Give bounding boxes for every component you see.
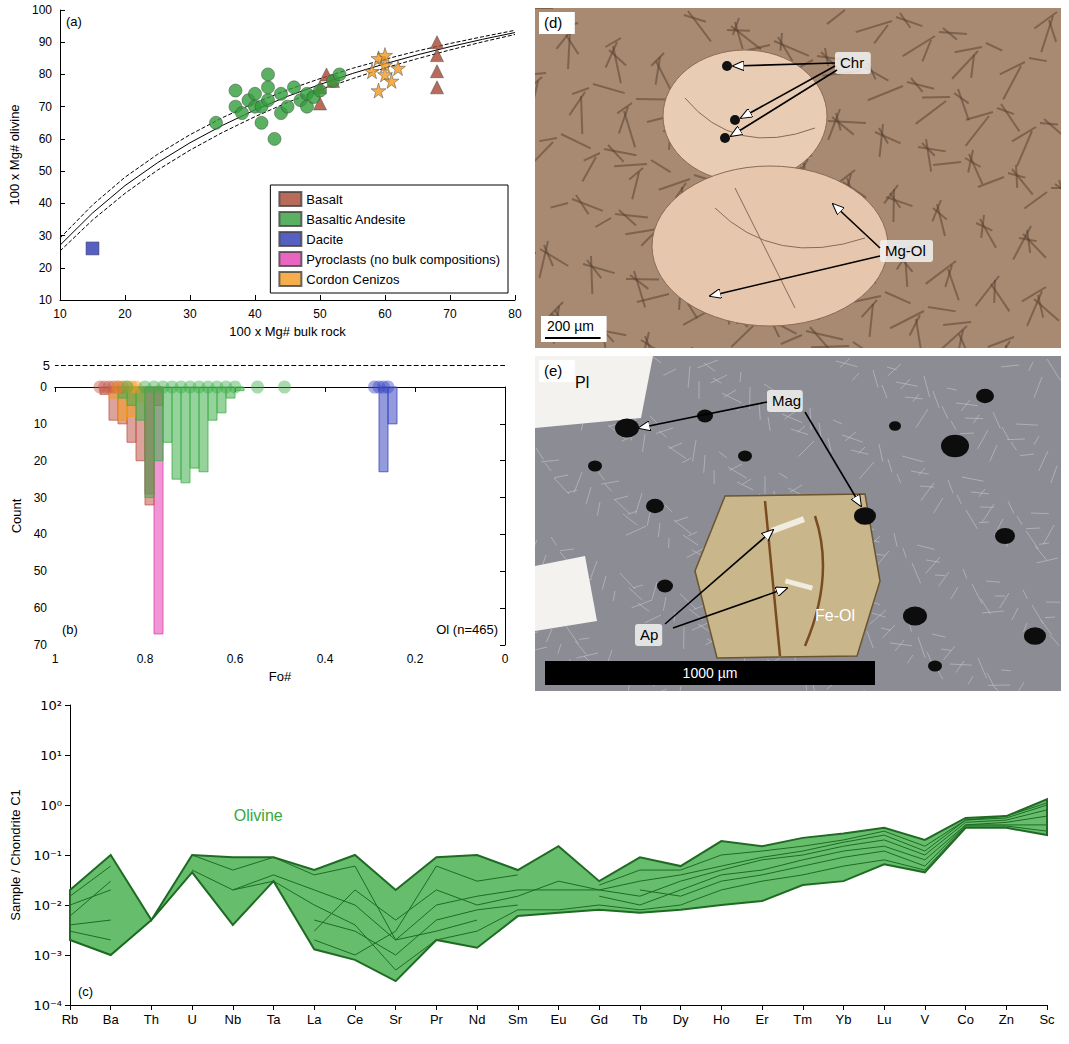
svg-text:Fo#: Fo#: [269, 669, 292, 684]
svg-text:70: 70: [34, 638, 48, 652]
svg-text:Ol (n=465): Ol (n=465): [436, 622, 498, 637]
svg-text:Sc: Sc: [1039, 1012, 1055, 1027]
svg-text:0.6: 0.6: [227, 652, 244, 666]
svg-text:Ba: Ba: [103, 1012, 120, 1027]
svg-text:Sm: Sm: [508, 1012, 528, 1027]
svg-text:0.8: 0.8: [137, 652, 154, 666]
svg-text:Count: Count: [9, 498, 24, 533]
svg-text:Th: Th: [144, 1012, 159, 1027]
svg-text:50: 50: [313, 307, 327, 321]
svg-text:Ap: Ap: [640, 626, 658, 643]
svg-text:Olivine: Olivine: [234, 807, 283, 824]
svg-text:Sample / Chondrite C1: Sample / Chondrite C1: [8, 789, 23, 921]
svg-text:80: 80: [39, 67, 53, 81]
svg-text:Eu: Eu: [551, 1012, 567, 1027]
svg-text:1000 µm: 1000 µm: [683, 665, 738, 681]
svg-text:0.2: 0.2: [407, 652, 424, 666]
svg-text:Gd: Gd: [591, 1012, 608, 1027]
svg-text:V: V: [921, 1012, 930, 1027]
svg-text:Fe-Ol: Fe-Ol: [815, 607, 855, 624]
svg-text:Tm: Tm: [793, 1012, 812, 1027]
svg-text:Rb: Rb: [62, 1012, 79, 1027]
svg-text:Co: Co: [957, 1012, 974, 1027]
svg-text:10⁰: 10⁰: [40, 798, 62, 813]
svg-text:60: 60: [39, 132, 53, 146]
svg-text:Tb: Tb: [632, 1012, 647, 1027]
svg-text:40: 40: [34, 527, 48, 541]
svg-text:Dy: Dy: [673, 1012, 689, 1027]
svg-text:200 µm: 200 µm: [547, 318, 594, 334]
svg-text:10⁻³: 10⁻³: [33, 948, 62, 963]
svg-text:80: 80: [508, 307, 522, 321]
svg-text:Pl: Pl: [575, 374, 589, 391]
svg-text:Mag: Mag: [772, 392, 801, 409]
svg-text:60: 60: [34, 601, 48, 615]
svg-text:Pyroclasts (no bulk compositio: Pyroclasts (no bulk compositions): [306, 252, 500, 267]
svg-text:Basaltic Andesite: Basaltic Andesite: [306, 212, 405, 227]
svg-text:50: 50: [39, 164, 53, 178]
svg-text:0.4: 0.4: [317, 652, 334, 666]
svg-text:10: 10: [39, 293, 53, 307]
svg-text:Mg-Ol: Mg-Ol: [885, 242, 926, 259]
svg-text:70: 70: [443, 307, 457, 321]
svg-text:Er: Er: [756, 1012, 770, 1027]
svg-text:(e): (e): [544, 362, 562, 379]
svg-text:Ta: Ta: [267, 1012, 282, 1027]
svg-text:20: 20: [118, 307, 132, 321]
svg-text:(d): (d): [544, 14, 562, 31]
svg-text:Yb: Yb: [836, 1012, 852, 1027]
svg-text:100 x Mg# bulk rock: 100 x Mg# bulk rock: [229, 324, 346, 339]
svg-text:60: 60: [378, 307, 392, 321]
svg-text:10: 10: [34, 417, 48, 431]
svg-text:70: 70: [39, 100, 53, 114]
svg-text:100: 100: [32, 3, 52, 17]
svg-text:(c): (c): [78, 984, 93, 999]
svg-text:10⁻¹: 10⁻¹: [33, 848, 62, 863]
svg-text:Ce: Ce: [347, 1012, 364, 1027]
svg-text:50: 50: [34, 564, 48, 578]
svg-text:Basalt: Basalt: [306, 192, 343, 207]
svg-text:30: 30: [34, 491, 48, 505]
svg-text:10¹: 10¹: [40, 748, 62, 763]
svg-text:Sr: Sr: [389, 1012, 403, 1027]
svg-text:Pr: Pr: [430, 1012, 444, 1027]
svg-text:40: 40: [248, 307, 262, 321]
svg-text:90: 90: [39, 35, 53, 49]
svg-text:30: 30: [183, 307, 197, 321]
svg-text:Dacite: Dacite: [306, 232, 343, 247]
svg-text:10⁻⁴: 10⁻⁴: [33, 998, 62, 1013]
svg-text:(a): (a): [66, 14, 82, 29]
svg-text:30: 30: [39, 229, 53, 243]
svg-text:10²: 10²: [40, 698, 62, 713]
svg-text:Nd: Nd: [469, 1012, 486, 1027]
svg-text:10⁻²: 10⁻²: [33, 898, 62, 913]
svg-text:40: 40: [39, 196, 53, 210]
svg-text:Lu: Lu: [877, 1012, 891, 1027]
svg-text:0: 0: [40, 380, 47, 394]
svg-text:Zn: Zn: [999, 1012, 1014, 1027]
svg-text:Cordon Cenizos: Cordon Cenizos: [306, 272, 400, 287]
svg-text:1: 1: [52, 652, 59, 666]
svg-text:0: 0: [502, 652, 509, 666]
svg-text:20: 20: [39, 261, 53, 275]
svg-text:10: 10: [53, 307, 67, 321]
svg-text:20: 20: [34, 454, 48, 468]
svg-text:U: U: [187, 1012, 196, 1027]
svg-text:100 x Mg# olivine: 100 x Mg# olivine: [7, 104, 22, 205]
svg-text:Nb: Nb: [225, 1012, 242, 1027]
svg-text:Chr: Chr: [840, 54, 864, 71]
svg-text:(b): (b): [62, 622, 78, 637]
svg-text:5: 5: [43, 358, 50, 373]
svg-text:Ho: Ho: [713, 1012, 730, 1027]
svg-text:La: La: [307, 1012, 322, 1027]
